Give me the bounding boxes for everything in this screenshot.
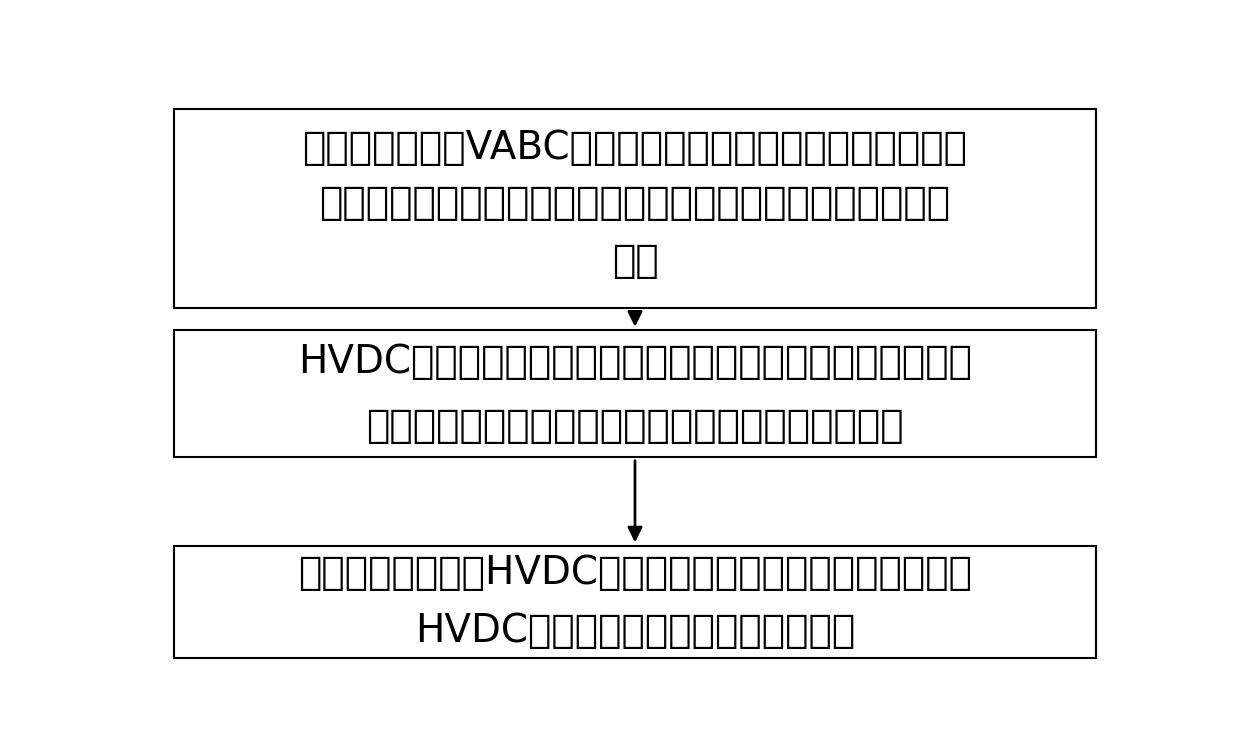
Text: 对三相交流电压VABC进行锁相处理和次同步频率变换，得到: 对三相交流电压VABC进行锁相处理和次同步频率变换，得到: [302, 129, 968, 167]
Text: 模态: 模态: [612, 242, 658, 279]
Text: HVDC闭环控制系统引发的次同步振荡: HVDC闭环控制系统引发的次同步振荡: [415, 612, 855, 650]
Text: 试信号法得到各个次同步振荡模态需要补偿的相位角: 试信号法得到各个次同步振荡模态需要补偿的相位角: [367, 406, 903, 445]
Text: 利用相位角补偿由HVDC闭环控制系统引起的相位变化，抑制: 利用相位角补偿由HVDC闭环控制系统引起的相位变化，抑制: [299, 554, 971, 592]
FancyBboxPatch shape: [173, 109, 1097, 309]
Text: HVDC闭环控制系统引发电力系统发生次同步振荡后，根据测: HVDC闭环控制系统引发电力系统发生次同步振荡后，根据测: [299, 343, 971, 381]
FancyBboxPatch shape: [173, 545, 1097, 659]
FancyBboxPatch shape: [173, 330, 1097, 457]
Text: 需要阻尼的次同步振荡模态，利用带通滤波器保留次同步振荡: 需要阻尼的次同步振荡模态，利用带通滤波器保留次同步振荡: [320, 184, 950, 222]
